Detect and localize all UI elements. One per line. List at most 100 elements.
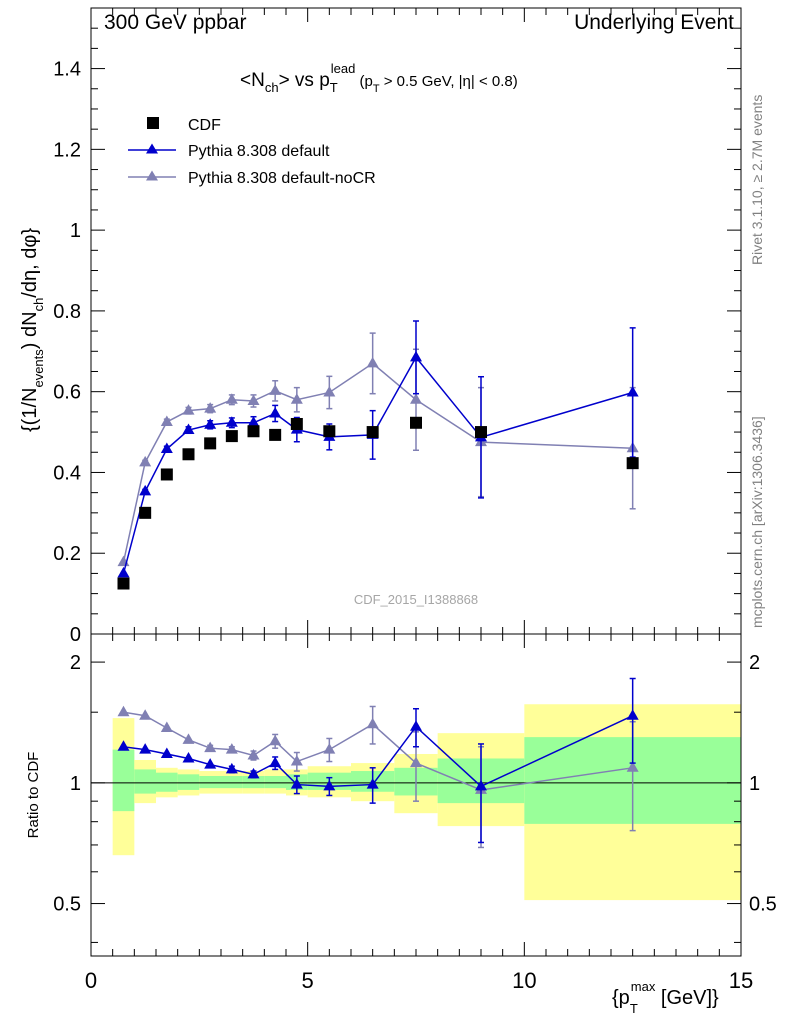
ratio-y-tick-label-left: 2 [70,652,81,674]
main-y-tick-label: 0.4 [53,462,81,484]
main-point-cdf [182,448,195,461]
ratio-point-pythia-8-308-default [139,743,152,754]
main-point-pythia-8-308-default-nocr [139,455,152,467]
main-point-pythia-8-308-default [160,442,173,454]
legend-marker-nocr [146,170,158,181]
main-point-cdf [366,426,379,439]
header-right: Underlying Event [574,11,734,34]
main-point-pythia-8-308-default [269,406,282,418]
ratio-point-pythia-8-308-default [204,758,217,769]
ratio-y-tick-label-left: 0.5 [53,894,81,916]
ratio-band-inner [221,775,243,789]
ratio-point-pythia-8-308-default [323,779,336,791]
ratio-point-pythia-8-308-default [290,778,303,789]
ratio-point-pythia-8-308-default-nocr [366,717,379,729]
main-line-pythia-8-308-default-nocr [122,362,633,563]
main-point-cdf [475,426,487,439]
legend-label-default: Pythia 8.308 default [188,143,330,160]
ratio-band-inner [242,775,265,789]
ratio-point-pythia-8-308-default-nocr [269,734,282,746]
ratio-point-pythia-8-308-default-nocr [247,748,260,760]
header-left: 300 GeV ppbar [104,11,246,34]
ratio-y-tick-label-right: 2 [749,652,760,674]
main-point-pythia-8-308-default-nocr [366,356,379,368]
legend: CDF Pythia 8.308 default Pythia 8.308 de… [128,117,376,187]
ratio-point-pythia-8-308-default [410,720,422,731]
main-title: <Nch> vs pTlead (pT > 0.5 GeV, |η| < 0.8… [240,61,518,95]
main-point-pythia-8-308-default [410,350,422,362]
ratio-band-inner [264,775,286,789]
ratio-point-pythia-8-308-default [626,709,639,720]
source-label: mcplots.cern.ch [arXiv:1306.3436] [749,416,765,628]
ratio-panel: 0.5 0.5 1 1 2 2 0 5 10 15 [53,633,777,993]
main-point-pythia-8-308-default-nocr [410,393,422,404]
main-point-pythia-8-308-default-nocr [269,384,282,395]
main-point-pythia-8-308-default [204,418,217,429]
x-tick-label: 10 [512,968,536,993]
main-point-cdf [323,425,336,438]
main-point-pythia-8-308-default-nocr [160,415,173,426]
ratio-point-pythia-8-308-default-nocr [204,741,217,753]
main-point-pythia-8-308-default-nocr [225,393,238,404]
ratio-y-tick-label-right: 1 [749,773,760,795]
ratio-band-inner [177,774,200,790]
rivet-label: Rivet 3.1.10, ≥ 2.7M events [749,95,765,265]
main-point-cdf [247,425,260,438]
ratio-point-pythia-8-308-default-nocr [410,756,422,768]
main-y-tick-label: 1.4 [53,59,81,81]
legend-marker-cdf [147,117,159,129]
main-y-tick-label: 0.8 [53,301,81,323]
main-point-cdf [139,506,152,519]
ratio-y-tick-label-right: 0.5 [749,894,777,916]
main-point-cdf [225,430,238,443]
ratio-point-pythia-8-308-default [182,751,195,763]
main-point-pythia-8-308-default [225,416,238,427]
main-point-pythia-8-308-default-nocr [204,402,217,413]
ratio-point-pythia-8-308-default [247,767,260,779]
ratio-point-pythia-8-308-default-nocr [160,721,173,732]
ratio-point-pythia-8-308-default [475,779,487,791]
main-point-cdf [117,577,130,590]
ratio-point-pythia-8-308-default [225,762,238,774]
main-point-pythia-8-308-default [182,423,195,435]
main-y-tick-label: 0.6 [53,382,81,404]
main-point-pythia-8-308-default [247,416,260,427]
ratio-band-inner [112,749,135,812]
ratio-point-pythia-8-308-default-nocr [626,761,639,772]
main-point-cdf [410,416,422,429]
main-y-tick-label: 0.2 [53,543,81,565]
main-series [117,320,639,590]
main-y-label: {(1/Nevents) dNch/dη, dφ} [19,228,46,432]
main-point-pythia-8-308-default-nocr [323,385,336,397]
main-axes: 0 0.2 0.4 0.6 0.8 1 1.2 1.4 [53,7,742,646]
ratio-y-tick-label-left: 1 [70,773,81,795]
ratio-series [117,677,639,849]
x-axis-label: {pTmax [GeV]} [612,979,719,1016]
x-tick-label: 5 [302,968,314,993]
main-point-pythia-8-308-default [117,566,130,578]
main-point-pythia-8-308-default [139,484,152,496]
main-point-pythia-8-308-default [626,385,639,397]
ratio-point-pythia-8-308-default [160,747,173,758]
main-y-tick-label: 1 [70,220,81,242]
main-point-pythia-8-308-default-nocr [290,393,303,404]
ratio-point-pythia-8-308-default-nocr [117,705,130,717]
main-point-pythia-8-308-default-nocr [247,394,260,405]
ratio-point-pythia-8-308-default [366,778,379,789]
main-point-pythia-8-308-default-nocr [182,404,195,415]
ratio-point-pythia-8-308-default-nocr [225,743,238,754]
ratio-band-inner [134,769,156,794]
x-tick-label: 0 [85,968,97,993]
legend-marker-default [146,143,158,154]
ratio-band-inner [156,772,178,792]
ratio-point-pythia-8-308-default-nocr [323,743,336,754]
legend-label-cdf: CDF [188,117,221,134]
main-point-cdf [160,468,173,481]
analysis-watermark: CDF_2015_I1388868 [354,592,478,607]
ratio-bands [112,704,741,901]
main-line-pythia-8-308-default [122,356,633,574]
main-point-cdf [626,457,639,470]
legend-label-nocr: Pythia 8.308 default-noCR [188,170,376,187]
ratio-point-pythia-8-308-default-nocr [139,709,152,720]
